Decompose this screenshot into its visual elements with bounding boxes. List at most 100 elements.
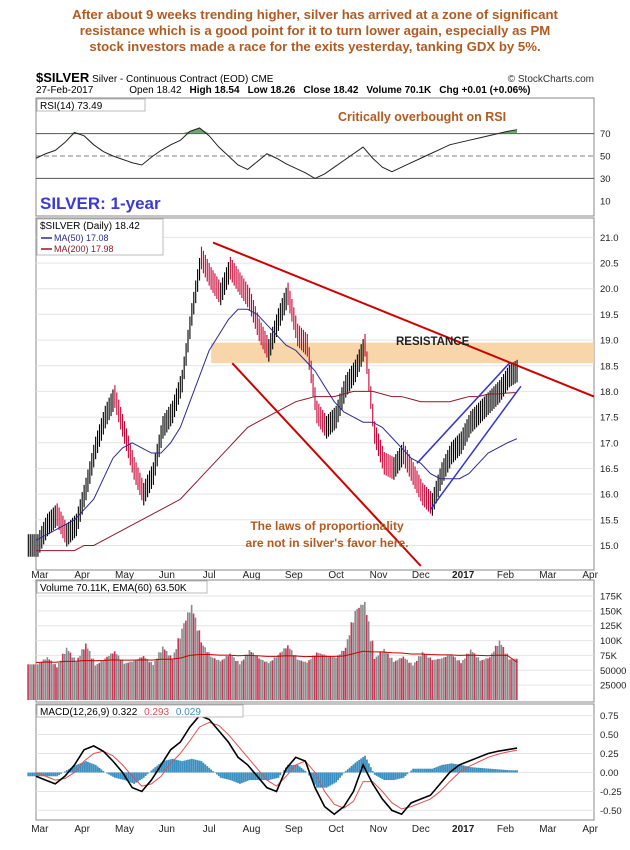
volume-bar	[42, 659, 45, 700]
volume-bar	[462, 660, 464, 700]
volume-legend-box	[36, 580, 208, 594]
volume-bar	[198, 630, 201, 700]
volume-bar	[358, 607, 360, 700]
volume-bar	[140, 657, 143, 700]
volume-bar	[229, 653, 231, 700]
rsi-line	[35, 127, 518, 179]
macd-histogram-bar	[81, 762, 84, 773]
price-tick-label: 18.5	[600, 361, 619, 372]
macd-histogram-bar	[75, 764, 78, 773]
volume-bar	[131, 661, 133, 700]
macd-histogram-bar	[235, 772, 238, 783]
macd-histogram-bar	[289, 764, 291, 773]
volume-bar	[171, 659, 174, 700]
volume-bar	[315, 652, 318, 700]
volume-bar	[367, 621, 370, 700]
macd-histogram-bar	[164, 760, 166, 773]
volume-bar	[489, 657, 491, 700]
macd-histogram-bar	[356, 761, 359, 773]
macd-histogram-bar	[60, 772, 62, 774]
macd-histogram-bar	[483, 768, 486, 773]
volume-bar	[514, 658, 516, 700]
macd-histogram-bar	[208, 767, 211, 773]
macd-histogram-bar	[446, 763, 449, 773]
macd-histogram-bar	[50, 772, 53, 777]
volume-bar	[154, 660, 156, 700]
stockcharts-logo[interactable]: © StockCharts.com	[507, 74, 594, 85]
macd-histogram-bar	[267, 772, 270, 781]
volume-bar	[58, 662, 60, 700]
volume-tick-label: 25000	[600, 681, 626, 692]
macd-legend-main: MACD(12,26,9) 0.322	[40, 707, 138, 718]
volume-bar	[267, 663, 270, 700]
volume-bar	[88, 651, 91, 700]
close-value: Close 18.42	[303, 85, 359, 96]
volume-bar	[161, 646, 164, 700]
volume-bar	[219, 661, 222, 700]
volume-bar	[352, 622, 355, 700]
macd-histogram-bar	[135, 772, 137, 783]
volume-bar	[61, 653, 64, 700]
volume-bar	[190, 604, 193, 700]
volume-bar	[83, 649, 85, 700]
macd-histogram-bar	[354, 762, 357, 773]
macd-legend-signal: 0.293	[144, 707, 169, 718]
x-axis-label: Apr	[582, 570, 598, 581]
rsi-annotation: Critically overbought on RSI	[338, 110, 506, 124]
price-frame	[35, 217, 595, 571]
macd-histogram-bar	[156, 765, 159, 773]
macd-histogram-bar	[460, 764, 463, 773]
volume-bar	[467, 653, 470, 700]
x-axis-label: Mar	[31, 824, 49, 835]
macd-histogram-bar	[396, 772, 399, 780]
volume-bar	[119, 659, 122, 700]
volume-bar	[296, 659, 299, 700]
price-tick-label: 19.5	[600, 310, 619, 321]
volume-bar	[54, 664, 56, 700]
x-axis-label: Jun	[159, 824, 175, 835]
volume-bar	[260, 659, 262, 700]
macd-histogram-bar	[102, 770, 105, 773]
macd-histogram-bar	[152, 768, 155, 773]
macd-histogram-bar	[137, 772, 139, 782]
volume-bar	[177, 638, 179, 700]
volume-bar	[383, 648, 385, 700]
macd-histogram-bar	[56, 772, 59, 777]
volume-bar	[223, 658, 226, 700]
x-axis-label: Sep	[285, 570, 303, 581]
macd-histogram-bar	[383, 772, 386, 781]
macd-histogram-bar	[119, 772, 122, 780]
upper-downtrend-line	[212, 241, 595, 398]
macd-histogram-bar	[258, 772, 261, 781]
macd-legend-histogram: 0.029	[176, 707, 201, 718]
macd-histogram-bar	[44, 772, 47, 777]
volume-bar	[96, 663, 99, 700]
macd-histogram-bar	[198, 760, 201, 773]
volume-bar	[508, 659, 510, 700]
price-tick-label: 19.0	[600, 336, 619, 347]
volume-bar	[125, 663, 128, 700]
macd-histogram-bar	[344, 770, 347, 773]
volume-bar	[288, 648, 291, 700]
volume-bar	[52, 664, 54, 700]
macd-histogram-bar	[462, 765, 465, 773]
volume-bar	[250, 651, 253, 700]
macd-histogram-bar	[475, 767, 478, 773]
macd-histogram-bar	[112, 772, 114, 777]
x-axis-label: Mar	[31, 570, 49, 581]
volume-bar	[121, 659, 124, 700]
chart-header: $SILVER Silver - Continuous Contract (EO…	[36, 70, 594, 96]
volume-bar	[196, 630, 199, 700]
macd-histogram-bar	[187, 759, 189, 773]
volume-bar	[111, 653, 114, 700]
macd-histogram-bar	[366, 759, 368, 773]
macd-histogram-bar	[348, 767, 351, 773]
macd-histogram-bar	[471, 767, 474, 773]
volume-bar	[200, 642, 203, 700]
macd-histogram-bar	[54, 772, 57, 777]
volume-value: Volume 70.1K	[366, 85, 432, 96]
rsi-tick-label: 10	[600, 196, 611, 207]
volume-bar	[365, 615, 368, 700]
price-bars	[27, 246, 518, 557]
macd-histogram-bar	[414, 768, 416, 773]
